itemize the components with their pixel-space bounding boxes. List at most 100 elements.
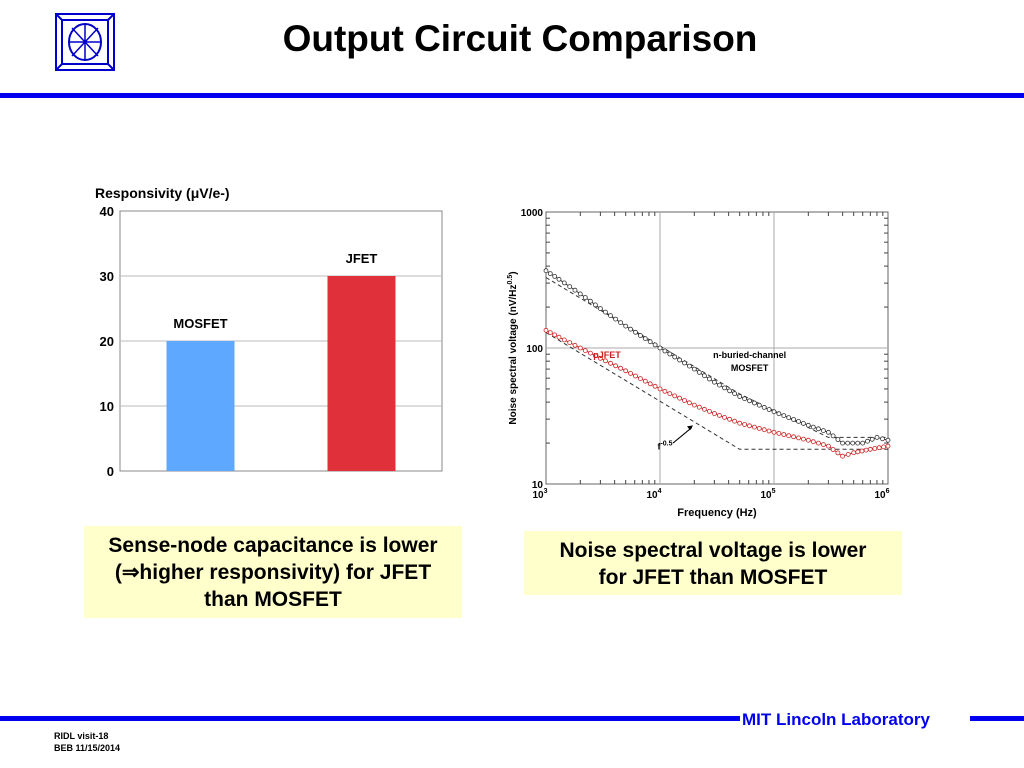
- noise-point-mosfet: [682, 360, 687, 366]
- bar-y-tick-label: 20: [100, 334, 114, 349]
- noise-point-jfet: [677, 395, 683, 401]
- responsivity-bar-chart: Responsivity (μV/e-) 0 10 20 30 40 MOSFET JFE…: [95, 185, 443, 479]
- bar-chart-y-axis: 0 10 20 30 40: [100, 204, 114, 479]
- noise-point-jfet: [742, 422, 748, 427]
- noise-point-jfet: [567, 340, 573, 346]
- noise-point-jfet: [572, 342, 578, 348]
- noise-spectrum-chart: 10 100 1000 103 104 105 106 Frequency (Hz) Noise…: [507, 208, 891, 519]
- noise-point-mosfet: [732, 391, 738, 397]
- bar-y-tick-label: 30: [100, 269, 114, 284]
- noise-point-mosfet: [598, 306, 603, 311]
- noise-point-mosfet: [815, 426, 821, 432]
- noise-series-line-mosfet: [545, 270, 889, 444]
- noise-point-mosfet: [791, 417, 797, 422]
- noise-point-mosfet: [800, 420, 806, 426]
- noise-point-mosfet: [830, 433, 836, 439]
- noise-point-mosfet: [667, 351, 673, 357]
- noise-point-jfet: [863, 447, 869, 453]
- noise-point-jfet: [756, 425, 762, 431]
- noise-point-mosfet: [657, 345, 663, 351]
- noise-point-jfet: [820, 442, 826, 448]
- noise-point-mosfet: [810, 424, 816, 430]
- noise-point-mosfet: [613, 316, 618, 322]
- noise-point-jfet: [855, 449, 861, 455]
- noise-point-jfet: [691, 402, 697, 408]
- noise-point-jfet: [652, 383, 658, 389]
- noise-y-tick-label: 10: [532, 480, 544, 491]
- bar-jfet: [327, 276, 396, 471]
- footer-divider-left: [0, 716, 740, 721]
- noise-point-jfet: [593, 353, 598, 359]
- noise-point-mosfet: [543, 268, 549, 274]
- noise-point-mosfet: [722, 385, 727, 391]
- noise-point-jfet: [637, 376, 643, 382]
- bar-label-jfet: JFET: [346, 251, 378, 266]
- noise-point-jfet: [577, 345, 583, 351]
- slope-annotation: f-0.5: [657, 440, 672, 451]
- noise-point-jfet: [737, 420, 743, 426]
- lincoln-lab-logo: [55, 13, 115, 71]
- noise-point-jfet: [552, 332, 558, 338]
- noise-point-mosfet: [691, 366, 697, 372]
- noise-point-mosfet: [677, 357, 683, 363]
- noise-point-mosfet: [874, 434, 880, 440]
- jfet-annotation: pJFET: [593, 350, 621, 360]
- noise-point-jfet: [766, 428, 772, 434]
- noise-point-mosfet: [577, 291, 583, 297]
- noise-point-jfet: [642, 378, 648, 384]
- noise-point-jfet: [810, 439, 816, 445]
- noise-point-mosfet: [603, 309, 608, 315]
- noise-point-jfet: [747, 423, 752, 429]
- bar-chart-title: Responsivity (μV/e-): [95, 185, 230, 201]
- noise-point-jfet: [662, 388, 668, 394]
- noise-point-jfet: [618, 365, 623, 371]
- noise-point-jfet: [706, 408, 712, 414]
- noise-point-mosfet: [567, 284, 573, 289]
- noise-point-mosfet: [845, 440, 851, 446]
- page-title: Output Circuit Comparison: [282, 18, 758, 59]
- noise-point-mosfet: [840, 440, 846, 446]
- noise-point-mosfet: [672, 354, 678, 360]
- noise-point-jfet: [556, 334, 562, 340]
- footer-lab-name: MIT Lincoln Laboratory: [742, 710, 930, 729]
- left-caption-box: Sense-node capacitance is lower (⇒higher…: [84, 526, 462, 618]
- noise-point-mosfet: [796, 418, 801, 424]
- noise-point-jfet: [582, 348, 588, 354]
- mosfet-annotation-line-1: n-buried-channel: [713, 350, 786, 360]
- noise-point-mosfet: [747, 398, 752, 404]
- noise-point-jfet: [608, 360, 613, 366]
- left-caption-line-2: (⇒higher responsivity) for JFET: [114, 561, 432, 584]
- noise-point-jfet: [623, 368, 629, 374]
- noise-point-jfet: [859, 448, 865, 454]
- noise-point-jfet: [561, 337, 567, 343]
- noise-point-mosfet: [756, 402, 762, 408]
- noise-point-mosfet: [701, 373, 707, 379]
- noise-point-mosfet: [628, 326, 634, 332]
- noise-point-jfet: [815, 440, 821, 446]
- noise-point-jfet: [628, 370, 634, 376]
- noise-point-jfet: [588, 350, 593, 356]
- noise-point-mosfet: [637, 333, 643, 338]
- noise-point-mosfet: [593, 302, 598, 308]
- noise-point-jfet: [613, 363, 618, 369]
- noise-point-mosfet: [850, 440, 856, 446]
- noise-point-jfet: [786, 433, 792, 439]
- noise-point-mosfet: [706, 376, 712, 382]
- noise-point-jfet: [835, 450, 841, 456]
- bar-y-tick-label: 0: [107, 464, 114, 479]
- noise-point-mosfet: [652, 342, 658, 348]
- noise-point-jfet: [840, 453, 846, 459]
- noise-point-jfet: [686, 400, 692, 406]
- noise-point-mosfet: [825, 429, 831, 435]
- noise-point-mosfet: [771, 409, 777, 415]
- noise-point-jfet: [805, 437, 811, 443]
- noise-point-mosfet: [711, 379, 717, 385]
- noise-x-tick-label: 104: [646, 488, 661, 501]
- noise-point-jfet: [761, 427, 767, 433]
- noise-point-jfet: [825, 443, 831, 449]
- noise-x-tick-label: 106: [874, 488, 889, 501]
- bar-y-tick-label: 10: [100, 399, 114, 414]
- noise-point-jfet: [647, 381, 653, 387]
- noise-point-mosfet: [582, 295, 588, 300]
- footer-slide-id: RIDL visit-18: [54, 731, 109, 741]
